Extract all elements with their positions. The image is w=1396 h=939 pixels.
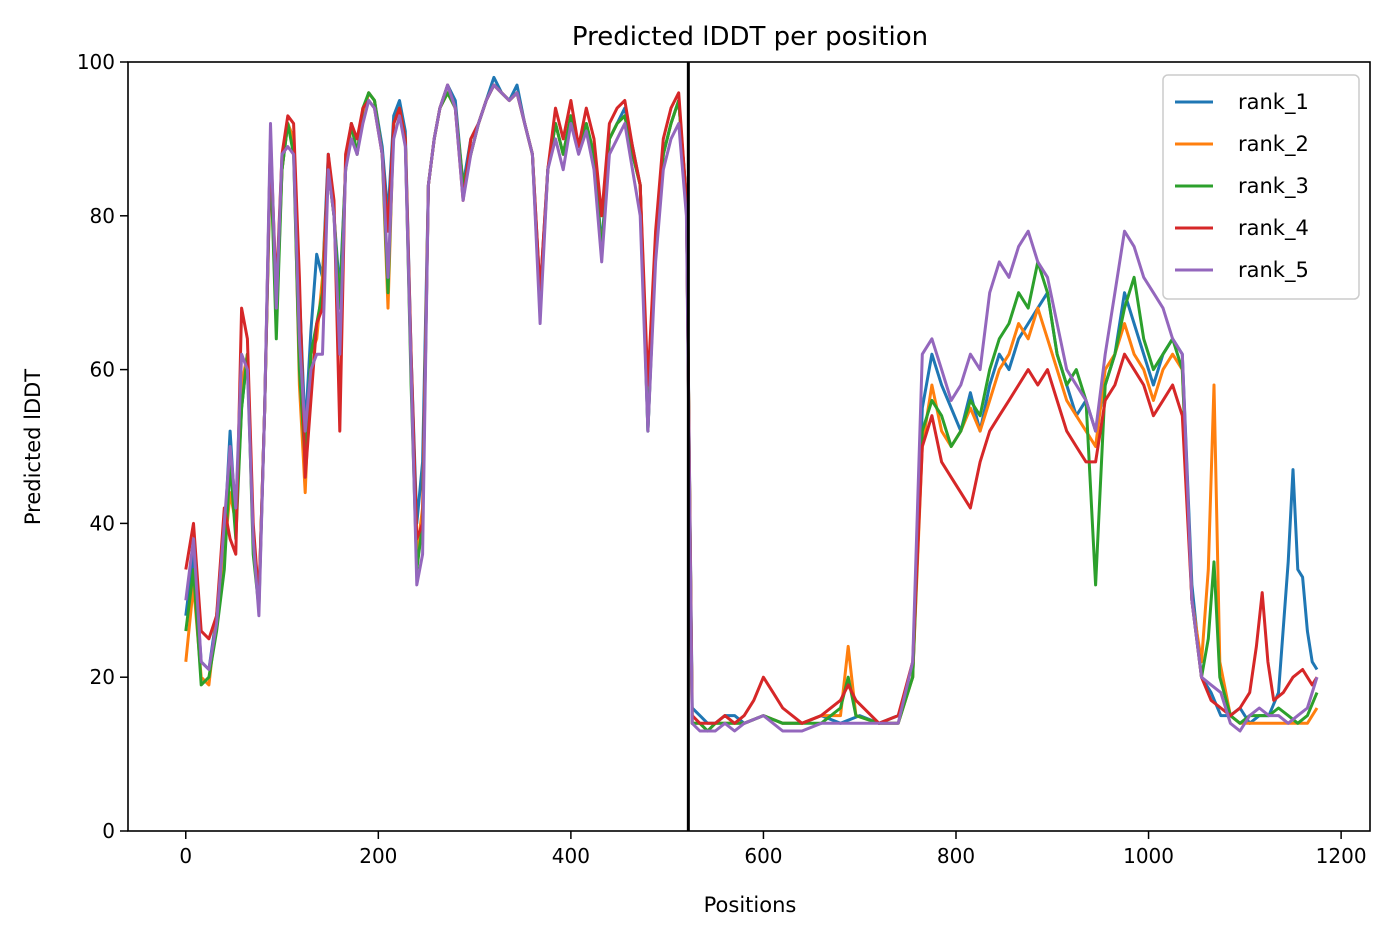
legend: rank_1 rank_2 rank_3 rank_4 rank_5 [1162, 74, 1360, 300]
legend-label-rank_5: rank_5 [1238, 258, 1309, 283]
y-axis-label: Predicted lDDT [21, 369, 45, 525]
y-tick-label: 60 [90, 358, 115, 382]
legend-label-rank_2: rank_2 [1238, 132, 1309, 157]
chart-title: Predicted lDDT per position [572, 22, 928, 52]
y-tick-label: 100 [77, 50, 115, 74]
y-tick-label: 80 [90, 204, 115, 228]
x-axis: 0 200 400 600 800 1000 1200 [179, 831, 1367, 868]
series-line-rank_2 [184, 83, 1319, 733]
legend-label-rank_3: rank_3 [1238, 174, 1309, 199]
x-tick-label: 200 [359, 844, 397, 868]
plot-frame [127, 61, 1371, 832]
legend-label-rank_4: rank_4 [1238, 216, 1309, 241]
y-tick-label: 20 [90, 665, 115, 689]
y-tick-label: 0 [102, 819, 115, 843]
x-tick-label: 400 [552, 844, 590, 868]
series-line-rank_5 [184, 83, 1319, 733]
x-tick-label: 1200 [1316, 844, 1367, 868]
x-tick-label: 1000 [1123, 844, 1174, 868]
x-tick-label: 600 [744, 844, 782, 868]
x-axis-label: Positions [704, 893, 797, 917]
plot-area [184, 62, 1319, 831]
x-tick-label: 800 [937, 844, 975, 868]
y-axis: 0 20 40 60 80 100 [77, 50, 128, 843]
x-tick-label: 0 [179, 844, 192, 868]
series-line-rank_4 [184, 83, 1319, 725]
legend-box [1162, 74, 1360, 300]
legend-label-rank_1: rank_1 [1238, 90, 1309, 115]
series-line-rank_3 [184, 83, 1319, 733]
y-tick-label: 40 [90, 511, 115, 535]
